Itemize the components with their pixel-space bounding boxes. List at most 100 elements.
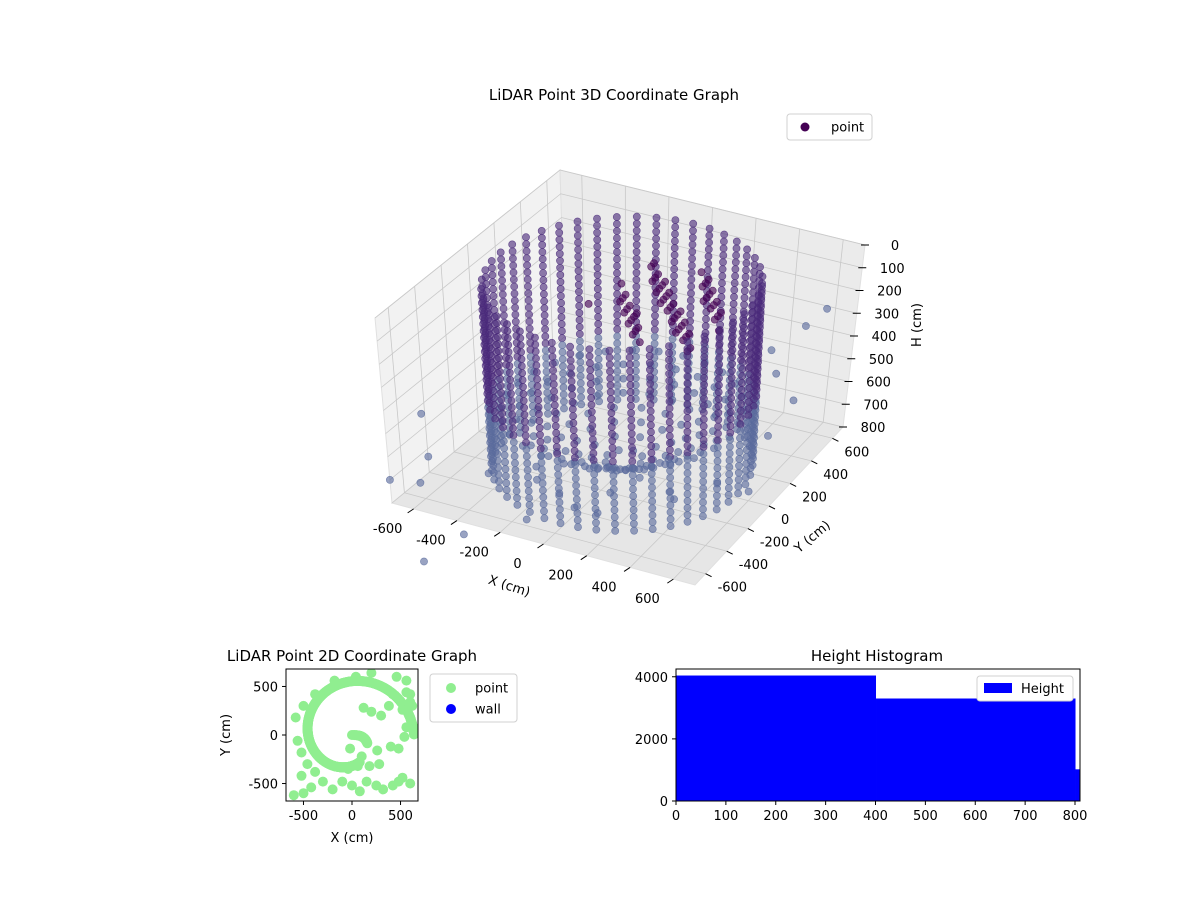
point-marker: [374, 759, 385, 770]
point-marker: [613, 248, 621, 256]
point-marker: [594, 327, 603, 335]
point-marker: [725, 477, 733, 486]
point-marker: [742, 252, 751, 261]
point-marker: [729, 325, 737, 334]
x-tick-mark: [407, 508, 414, 514]
point-marker: [503, 334, 512, 342]
point-marker: [566, 349, 575, 358]
grid-line-height: [376, 193, 863, 342]
point-marker: [725, 456, 734, 465]
point-marker: [661, 277, 669, 286]
point-marker: [648, 504, 657, 513]
point-marker: [516, 341, 525, 350]
point-marker: [593, 249, 602, 258]
point-marker: [718, 279, 726, 287]
point-marker: [632, 219, 641, 228]
point-marker: [593, 284, 602, 293]
point-marker: [683, 372, 692, 381]
x-tick-mark: [580, 555, 588, 561]
point-marker: [296, 770, 307, 781]
point-marker: [494, 346, 503, 355]
point-marker: [494, 470, 503, 479]
histogram-legend: Height: [976, 675, 1074, 702]
point-marker: [629, 485, 637, 493]
point-marker: [535, 410, 543, 418]
point-marker: [326, 760, 337, 771]
point-marker: [538, 233, 546, 242]
point-marker: [715, 367, 723, 376]
point-marker: [488, 278, 497, 286]
point-marker: [516, 334, 525, 343]
point-marker: [613, 269, 621, 278]
point-marker: [591, 491, 599, 499]
point-marker: [665, 376, 674, 385]
chart-histogram: Height Histogram 0 100 200 300 400 500 600 700 8…: [635, 647, 1088, 824]
point-marker: [498, 409, 507, 418]
point-marker: [538, 255, 547, 263]
point-marker: [683, 462, 692, 471]
point-marker: [714, 395, 723, 403]
point-marker: [489, 380, 497, 388]
point-marker: [517, 362, 526, 370]
point-marker: [574, 238, 582, 247]
point-marker: [576, 372, 585, 381]
point-marker: [566, 356, 575, 365]
point-marker: [699, 443, 708, 451]
point-marker: [534, 396, 543, 404]
point-marker: [567, 363, 575, 372]
point-marker: [744, 411, 753, 420]
point-marker: [699, 512, 707, 521]
y-tick-label: 4000: [635, 671, 668, 686]
point-marker: [720, 237, 728, 246]
point-marker: [509, 424, 517, 433]
point-marker: [574, 252, 583, 261]
point-marker: [617, 279, 626, 288]
point-marker: [572, 488, 581, 497]
point-marker: [543, 435, 552, 444]
point-marker: [570, 446, 579, 455]
chart-2d-legend-point-label: point: [475, 682, 508, 697]
point-marker: [738, 358, 747, 367]
point-marker: [555, 228, 564, 237]
point-marker: [369, 678, 380, 689]
point-marker: [549, 366, 557, 375]
x-tick-label: 300: [813, 809, 838, 824]
point-marker: [559, 383, 568, 392]
point-marker: [510, 445, 519, 454]
point-marker: [554, 477, 563, 486]
chart-3d-legend-label: point: [831, 121, 864, 136]
point-marker: [543, 422, 552, 431]
point-marker: [399, 731, 410, 742]
point-marker: [587, 400, 596, 409]
point-marker: [574, 523, 582, 531]
point-marker: [594, 313, 602, 321]
point-marker: [665, 411, 674, 420]
point-marker: [322, 685, 333, 696]
point-marker: [725, 449, 734, 458]
point-marker: [519, 382, 527, 391]
point-marker: [629, 492, 638, 500]
point-marker: [630, 519, 638, 528]
point-marker: [628, 471, 637, 480]
point-marker: [536, 437, 545, 446]
point-marker: [573, 231, 582, 240]
point-marker: [727, 387, 736, 396]
point-marker: [666, 494, 675, 503]
point-marker: [627, 436, 636, 445]
point-marker: [606, 367, 614, 376]
point-marker: [520, 410, 529, 419]
point-marker: [647, 421, 655, 430]
point-marker: [646, 414, 655, 423]
point-marker: [571, 474, 580, 483]
x-tick-label: -200: [459, 545, 489, 560]
point-marker: [652, 227, 661, 236]
point-marker: [685, 329, 693, 338]
y-tick-label: 600: [844, 445, 869, 460]
x-tick-label: 0: [513, 557, 521, 572]
point-marker: [305, 707, 316, 718]
point-marker: [741, 273, 750, 281]
point-marker: [347, 780, 357, 791]
point-marker: [747, 328, 756, 337]
point-marker: [690, 389, 699, 397]
point-marker: [740, 293, 749, 302]
